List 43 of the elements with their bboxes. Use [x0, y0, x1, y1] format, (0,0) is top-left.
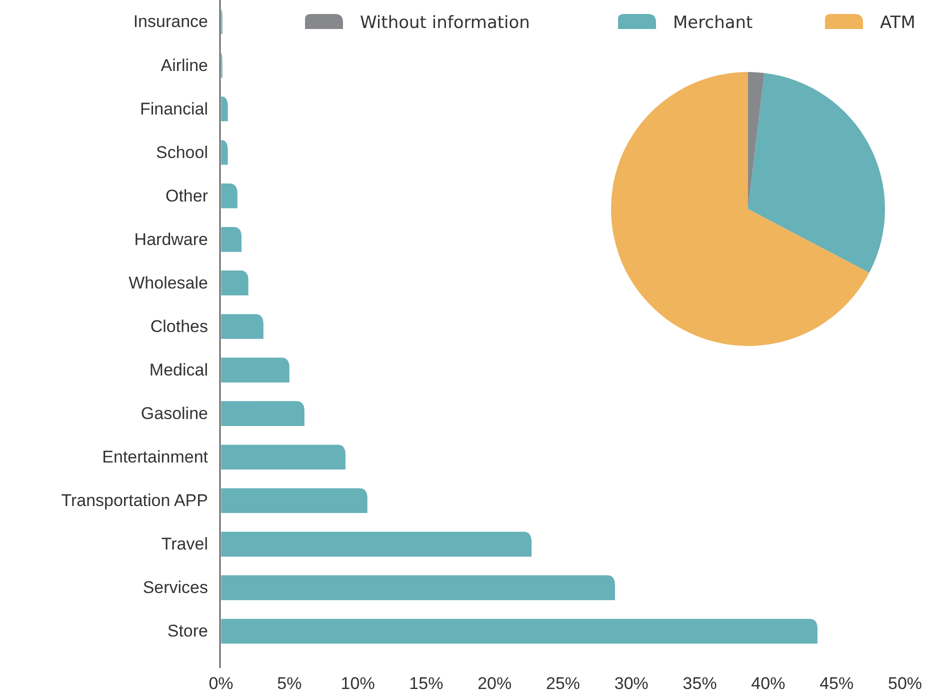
bar: [221, 358, 290, 382]
bar: [221, 227, 242, 252]
pie-slice: [611, 72, 870, 346]
y-tick-label: Financial: [140, 99, 208, 118]
legend-label: Without information: [360, 13, 530, 33]
y-tick-label: Hardware: [134, 230, 208, 249]
pie-slice: [748, 72, 764, 209]
legend-label: Merchant: [673, 13, 754, 33]
bar: [221, 532, 532, 557]
y-tick-label: Gasoline: [140, 404, 208, 424]
x-tick-label: 45%: [820, 674, 854, 694]
y-tick-label: Services: [142, 578, 208, 598]
bar: [221, 270, 248, 296]
x-tick-label: 30%: [614, 674, 648, 694]
x-tick-label: 40%: [751, 674, 786, 694]
x-tick-label: 5%: [277, 674, 302, 694]
y-tick-label: Airline: [160, 56, 208, 75]
bar: [221, 575, 615, 600]
y-tick-label: School: [156, 142, 208, 162]
pie-slice: [748, 72, 885, 273]
y-tick-label: Other: [165, 186, 208, 206]
y-tick-label: Medical: [149, 360, 208, 380]
bar: [221, 183, 238, 208]
x-tick-label: 20%: [478, 674, 512, 694]
y-tick-label: Travel: [161, 534, 208, 554]
bar: [221, 618, 818, 644]
x-tick-label: 15%: [409, 674, 444, 694]
bar: [221, 444, 346, 470]
y-tick-label: Insurance: [133, 12, 208, 32]
x-tick-label: 25%: [546, 674, 580, 694]
x-tick-label: 50%: [888, 674, 922, 694]
bar: [221, 314, 264, 339]
bar: [221, 401, 304, 426]
y-tick-label: Transportation APP: [61, 491, 208, 510]
x-tick-label: 10%: [340, 674, 375, 694]
y-tick-label: Store: [167, 622, 208, 641]
x-tick-label: 35%: [682, 674, 717, 694]
bar: [221, 488, 368, 514]
y-tick-label: Clothes: [150, 316, 208, 336]
y-tick-label: Entertainment: [102, 448, 208, 467]
legend-label: ATM: [880, 13, 916, 33]
x-tick-label: 0%: [208, 674, 234, 694]
y-tick-label: Wholesale: [128, 273, 208, 292]
